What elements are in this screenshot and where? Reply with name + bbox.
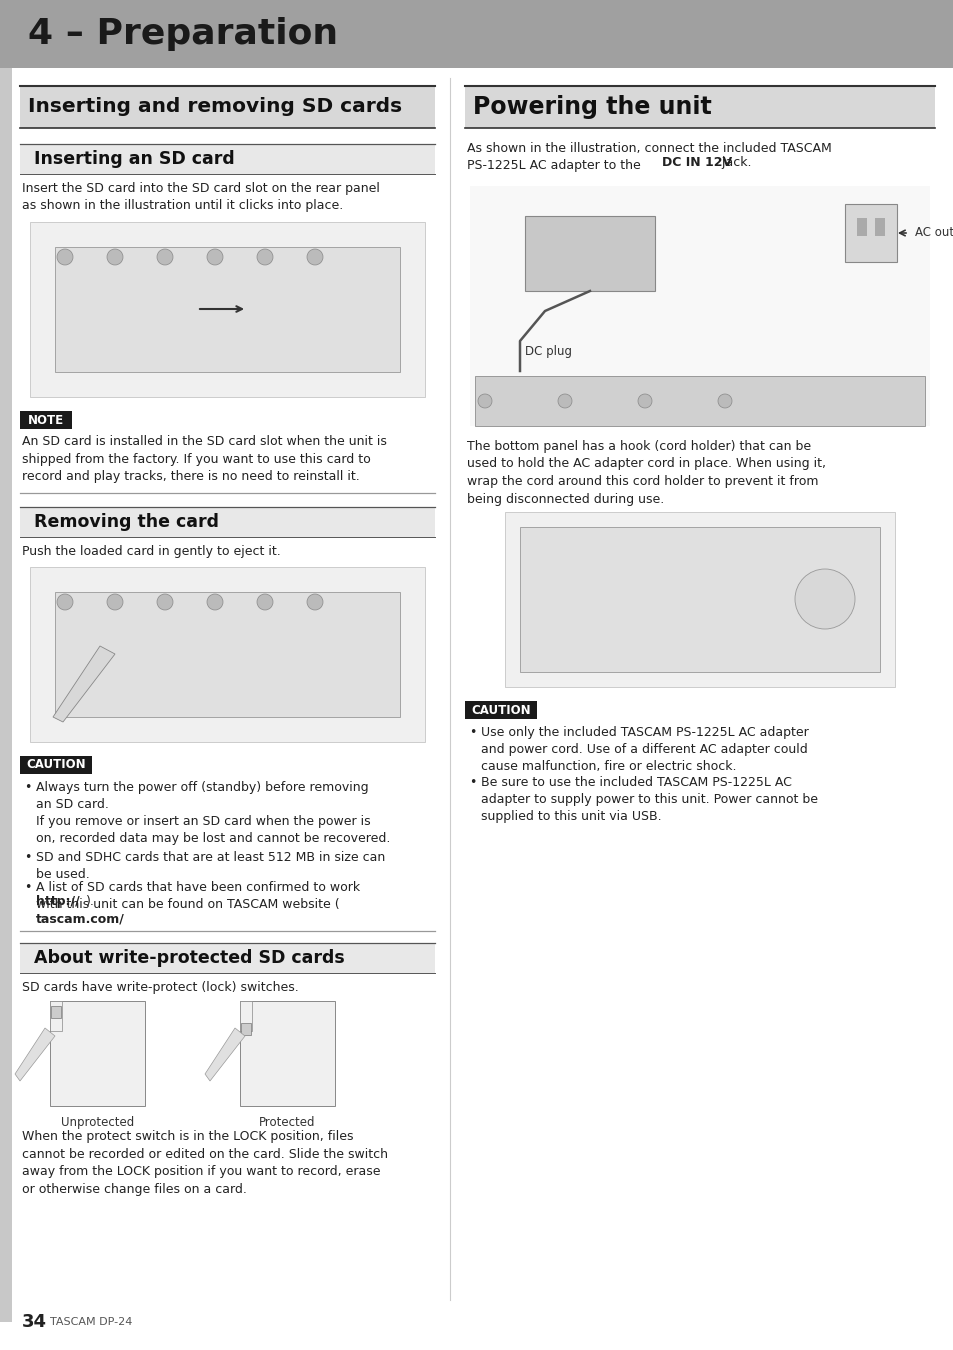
Text: jack.: jack. [718, 157, 751, 169]
Text: CAUTION: CAUTION [471, 703, 530, 717]
Bar [240, 1000, 252, 1031]
Bar [50, 1000, 145, 1106]
Bar [464, 86, 934, 128]
Text: Be sure to use the included TASCAM PS-1225L AC
adapter to supply power to this u: Be sure to use the included TASCAM PS-12… [480, 776, 817, 823]
Text: An SD card is installed in the SD card slot when the unit is
shipped from the fa: An SD card is installed in the SD card s… [22, 435, 387, 483]
Text: 34: 34 [22, 1314, 47, 1331]
Circle shape [307, 594, 323, 610]
Circle shape [477, 394, 492, 408]
Text: About write-protected SD cards: About write-protected SD cards [28, 949, 344, 967]
Text: Always turn the power off (standby) before removing
an SD card.: Always turn the power off (standby) befo… [36, 782, 368, 811]
Text: NOTE: NOTE [28, 413, 64, 427]
Bar [50, 1000, 62, 1031]
Polygon shape [15, 1027, 55, 1081]
Text: DC plug: DC plug [524, 344, 572, 358]
Circle shape [256, 594, 273, 610]
Polygon shape [205, 1027, 245, 1081]
Bar [240, 1000, 335, 1106]
Circle shape [207, 594, 223, 610]
Circle shape [107, 248, 123, 265]
Circle shape [107, 594, 123, 610]
Bar [856, 217, 866, 236]
Circle shape [57, 248, 73, 265]
Circle shape [307, 248, 323, 265]
Text: Inserting and removing SD cards: Inserting and removing SD cards [28, 97, 402, 116]
Polygon shape [53, 647, 115, 722]
Text: When the protect switch is in the LOCK position, files
cannot be recorded or edi: When the protect switch is in the LOCK p… [22, 1130, 388, 1196]
Text: TASCAM DP-24: TASCAM DP-24 [50, 1318, 132, 1327]
Text: Unprotected: Unprotected [61, 1116, 134, 1129]
Bar [874, 217, 884, 236]
Bar [470, 186, 929, 427]
Text: SD and SDHC cards that are at least 512 MB in size can
be used.: SD and SDHC cards that are at least 512 … [36, 850, 385, 882]
Bar [0, 0, 953, 68]
Text: •: • [24, 882, 31, 894]
Text: Protected: Protected [259, 1116, 315, 1129]
Bar [524, 216, 655, 292]
Circle shape [256, 248, 273, 265]
Text: If you remove or insert an SD card when the power is
on, recorded data may be lo: If you remove or insert an SD card when … [36, 815, 390, 845]
Circle shape [558, 394, 572, 408]
Text: DC IN 12V: DC IN 12V [661, 157, 731, 169]
Bar [475, 377, 924, 427]
Text: Insert the SD card into the SD card slot on the rear panel
as shown in the illus: Insert the SD card into the SD card slot… [22, 182, 379, 212]
Circle shape [157, 594, 172, 610]
Text: •: • [469, 726, 476, 738]
Bar [20, 756, 91, 774]
Text: •: • [24, 850, 31, 864]
Circle shape [207, 248, 223, 265]
Circle shape [638, 394, 651, 408]
Circle shape [57, 594, 73, 610]
Circle shape [157, 248, 172, 265]
Bar [55, 593, 399, 717]
Text: •: • [469, 776, 476, 788]
Text: CAUTION: CAUTION [26, 759, 86, 771]
Text: Push the loaded card in gently to eject it.: Push the loaded card in gently to eject … [22, 545, 280, 558]
Text: Removing the card: Removing the card [28, 513, 219, 531]
Text: http://
tascam.com/: http:// tascam.com/ [36, 895, 125, 925]
Bar [51, 1006, 61, 1018]
Text: Use only the included TASCAM PS-1225L AC adapter
and power cord. Use of a differ: Use only the included TASCAM PS-1225L AC… [480, 726, 808, 774]
Bar [464, 701, 537, 720]
Bar [20, 508, 435, 537]
Text: A list of SD cards that have been confirmed to work
with this unit can be found : A list of SD cards that have been confir… [36, 882, 359, 911]
Bar [0, 68, 12, 1322]
Bar [20, 86, 435, 128]
Bar [30, 567, 424, 743]
Text: Inserting an SD card: Inserting an SD card [28, 150, 234, 167]
Text: As shown in the illustration, connect the included TASCAM
PS-1225L AC adapter to: As shown in the illustration, connect th… [467, 142, 831, 173]
Text: AC outlet: AC outlet [914, 227, 953, 239]
Bar [844, 204, 896, 262]
Bar [20, 410, 71, 429]
Text: SD cards have write-protect (lock) switches.: SD cards have write-protect (lock) switc… [22, 981, 298, 994]
Text: •: • [24, 782, 31, 794]
Text: Powering the unit: Powering the unit [473, 95, 711, 119]
Bar [504, 512, 894, 687]
Bar [20, 144, 435, 174]
Circle shape [794, 568, 854, 629]
Circle shape [718, 394, 731, 408]
Bar [55, 247, 399, 373]
Text: The bottom panel has a hook (cord holder) that can be
used to hold the AC adapte: The bottom panel has a hook (cord holder… [467, 440, 825, 505]
Bar [241, 1023, 251, 1035]
Text: ).: ). [86, 895, 94, 909]
Bar [20, 944, 435, 973]
Bar [519, 526, 879, 672]
Text: 4 – Preparation: 4 – Preparation [28, 18, 337, 51]
Bar [30, 221, 424, 397]
